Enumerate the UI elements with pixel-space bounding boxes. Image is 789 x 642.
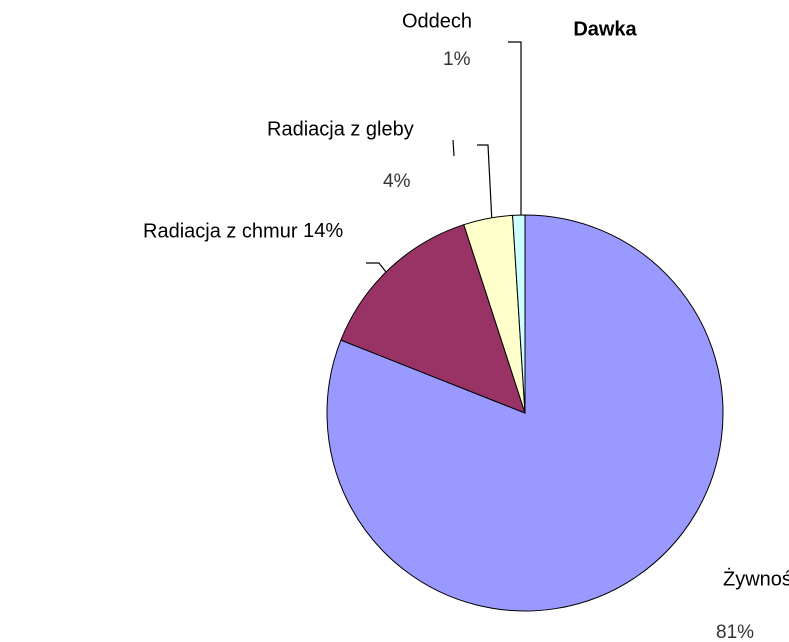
chart-title: Dawka [573, 18, 637, 40]
category-label: Żywność [723, 567, 789, 590]
value-label: 14% [298, 220, 344, 242]
leader-line [452, 139, 455, 157]
pie-slice [512, 214, 526, 414]
category-label: Radiacja z chmur 14% [143, 220, 343, 242]
category-label: Oddech [402, 10, 472, 32]
leader-line [477, 144, 493, 224]
value-label: 81% [716, 622, 754, 642]
value-label: 1% [443, 49, 471, 70]
leader-line [508, 41, 522, 221]
leader-line [366, 262, 387, 273]
value-label: 4% [383, 171, 411, 192]
category-label: Radiacja z gleby [267, 118, 414, 140]
